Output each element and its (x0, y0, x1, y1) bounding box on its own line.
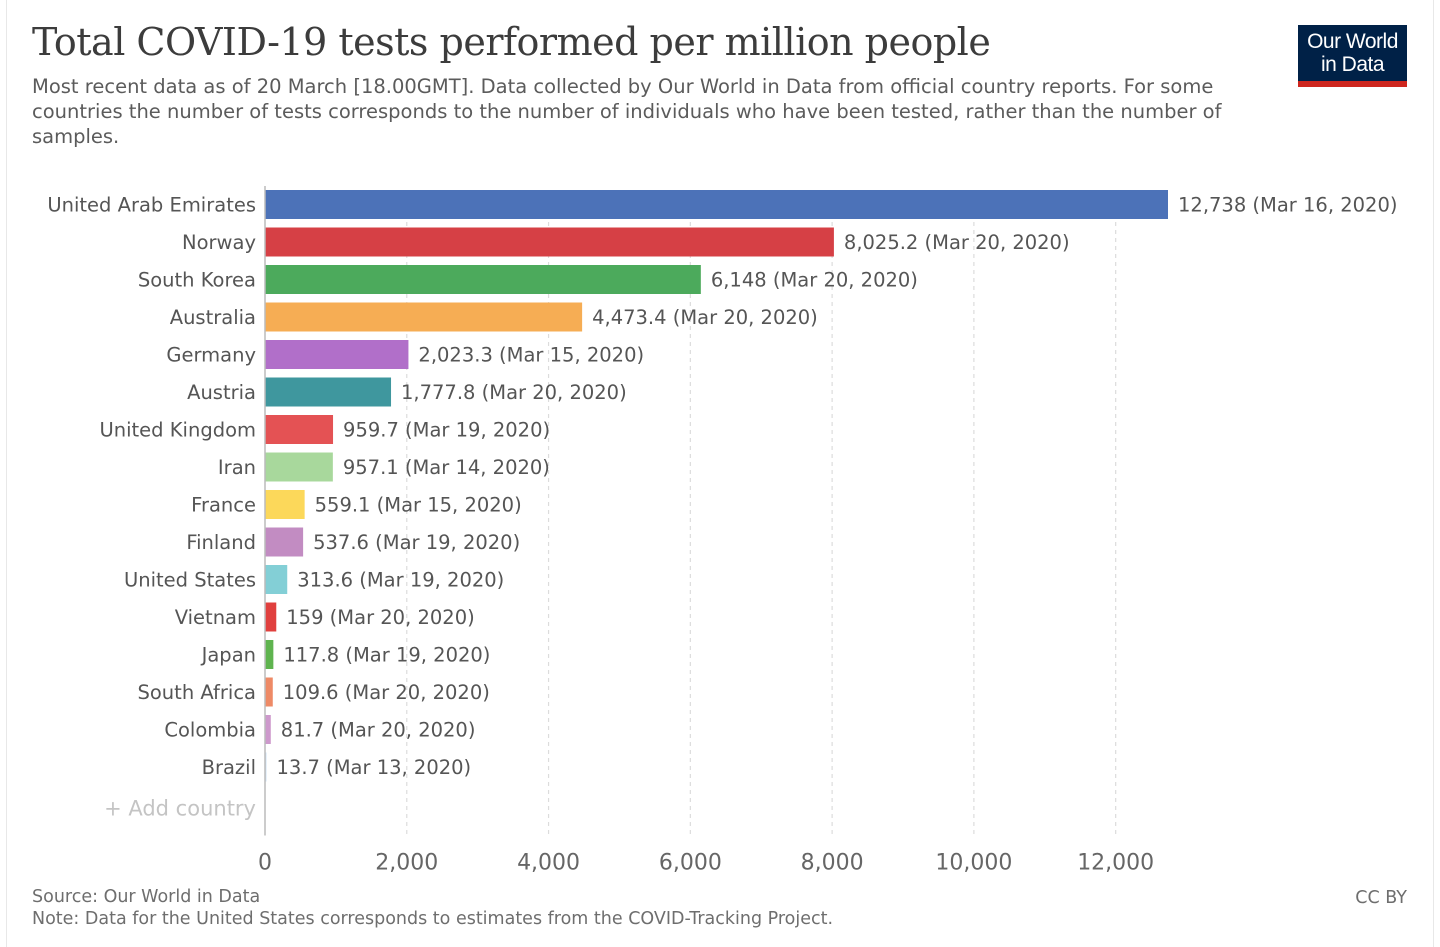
data-label: 957.1 (Mar 14, 2020) (343, 456, 550, 479)
category-label: Finland (186, 531, 256, 554)
bar (265, 452, 333, 482)
source-note: Source: Our World in Data (32, 887, 261, 907)
bar (265, 527, 304, 557)
data-label: 117.8 (Mar 19, 2020) (283, 644, 490, 667)
owid-logo[interactable]: Our World in Data (1298, 25, 1407, 87)
x-tick-label: 2,000 (375, 851, 438, 876)
data-label: 81.7 (Mar 20, 2020) (281, 719, 476, 742)
category-label: France (191, 494, 256, 517)
bar (265, 640, 274, 669)
bar (265, 602, 277, 632)
chart-subtitle: Most recent data as of 20 March [18.00GM… (32, 75, 1222, 148)
data-label: 1,777.8 (Mar 20, 2020) (401, 381, 627, 404)
category-label: United Kingdom (99, 419, 256, 442)
bar-chart: 0 2,000 4,000 6,000 8,000 10,000 12,000 United … (47, 186, 1397, 876)
data-label: 8,025.2 (Mar 20, 2020) (844, 231, 1070, 254)
category-label: Brazil (202, 756, 256, 779)
bar (265, 190, 1168, 219)
data-label: 959.7 (Mar 19, 2020) (343, 419, 550, 442)
x-tick-label: 4,000 (517, 851, 580, 876)
data-label: 4,473.4 (Mar 20, 2020) (592, 306, 818, 329)
add-country-button[interactable]: + Add country (104, 797, 256, 821)
bar (265, 490, 305, 519)
bar (265, 340, 409, 369)
bar (265, 677, 273, 707)
category-label: Australia (170, 306, 256, 329)
category-label: Japan (200, 644, 256, 667)
data-label: 2,023.3 (Mar 15, 2020) (418, 344, 644, 367)
data-label: 159 (Mar 20, 2020) (286, 606, 474, 629)
category-label: Austria (187, 381, 256, 404)
data-label: 13.7 (Mar 13, 2020) (277, 756, 472, 779)
category-label: United Arab Emirates (47, 194, 256, 217)
logo-line-2: in Data (1320, 53, 1385, 76)
data-label: 537.6 (Mar 19, 2020) (313, 531, 520, 554)
data-label: 12,738 (Mar 16, 2020) (1178, 194, 1397, 217)
category-label: South Africa (138, 681, 257, 704)
bar (265, 227, 834, 257)
bar (265, 377, 392, 407)
bar (265, 565, 288, 594)
x-tick-label: 12,000 (1077, 851, 1154, 876)
data-label: 313.6 (Mar 19, 2020) (297, 569, 504, 592)
data-label: 559.1 (Mar 15, 2020) (315, 494, 522, 517)
x-tick-label: 8,000 (801, 851, 864, 876)
category-label: South Korea (138, 269, 256, 292)
x-tick-label: 10,000 (935, 851, 1012, 876)
category-label: United States (124, 569, 256, 592)
category-label: Norway (182, 231, 256, 254)
category-label: Iran (218, 456, 256, 479)
category-label: Colombia (164, 719, 256, 742)
license-label: CC BY (1355, 888, 1407, 908)
data-label: 109.6 (Mar 20, 2020) (283, 681, 490, 704)
chart-title: Total COVID-19 tests performed per milli… (32, 20, 991, 64)
x-tick-label: 0 (258, 851, 272, 876)
footnote: Note: Data for the United States corresp… (32, 909, 834, 929)
logo-red-bar (1298, 81, 1407, 87)
category-label: Vietnam (175, 606, 256, 629)
bar (265, 265, 701, 294)
logo-line-1: Our World (1307, 30, 1398, 53)
x-tick-label: 6,000 (659, 851, 722, 876)
bar (265, 715, 271, 744)
data-label: 6,148 (Mar 20, 2020) (711, 269, 918, 292)
category-label: Germany (166, 344, 256, 367)
bar (265, 415, 334, 444)
bar (265, 302, 583, 332)
